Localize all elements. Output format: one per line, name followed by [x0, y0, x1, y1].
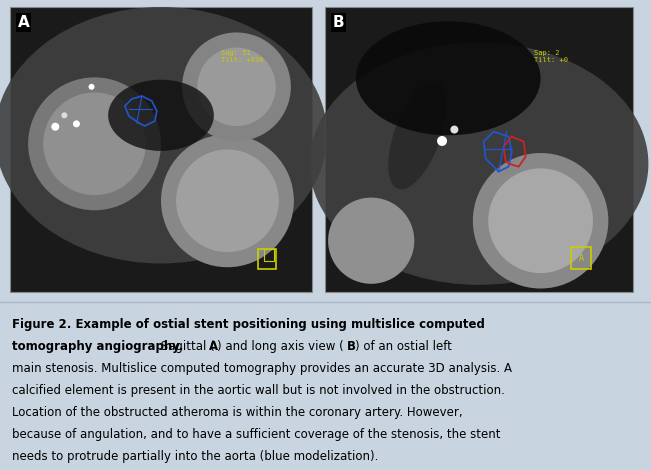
Circle shape [161, 134, 294, 267]
Circle shape [182, 32, 291, 141]
Circle shape [437, 136, 447, 146]
Circle shape [28, 78, 161, 210]
FancyBboxPatch shape [325, 7, 633, 292]
Circle shape [328, 197, 414, 284]
Ellipse shape [310, 43, 648, 285]
Circle shape [89, 84, 94, 90]
FancyBboxPatch shape [10, 7, 312, 292]
Text: A: A [18, 15, 30, 30]
Text: ) and long axis view (: ) and long axis view ( [217, 340, 344, 353]
Circle shape [473, 153, 609, 289]
Text: Sagittal (: Sagittal ( [157, 340, 215, 353]
Text: calcified element is present in the aortic wall but is not involved in the obstr: calcified element is present in the aort… [12, 384, 505, 397]
Text: Sag: 51
Tilt: +036: Sag: 51 Tilt: +036 [221, 50, 264, 63]
Circle shape [450, 125, 458, 133]
Text: Figure 2. Example of ostial stent positioning using multislice computed: Figure 2. Example of ostial stent positi… [12, 318, 485, 331]
Text: Sap: 2
Tilt: +0: Sap: 2 Tilt: +0 [534, 50, 568, 63]
Text: A: A [209, 340, 218, 353]
Text: B: B [333, 15, 344, 30]
Circle shape [61, 112, 67, 118]
Text: ) of an ostial left: ) of an ostial left [355, 340, 452, 353]
Text: B: B [347, 340, 356, 353]
Text: because of angulation, and to have a sufficient coverage of the stenosis, the st: because of angulation, and to have a suf… [12, 428, 501, 441]
Text: main stenosis. Multislice computed tomography provides an accurate 3D analysis. : main stenosis. Multislice computed tomog… [12, 362, 512, 375]
Circle shape [197, 47, 276, 126]
Ellipse shape [356, 21, 540, 135]
Circle shape [43, 93, 146, 195]
Circle shape [51, 123, 59, 131]
Text: Location of the obstructed atheroma is within the coronary artery. However,: Location of the obstructed atheroma is w… [12, 406, 463, 419]
Ellipse shape [0, 7, 327, 264]
Text: A: A [579, 254, 584, 263]
Circle shape [73, 120, 80, 127]
Circle shape [488, 168, 593, 273]
Ellipse shape [388, 81, 447, 189]
Text: tomography angiography.: tomography angiography. [12, 340, 184, 353]
Text: needs to protrude partially into the aorta (blue modelization).: needs to protrude partially into the aor… [12, 450, 378, 463]
Ellipse shape [108, 80, 214, 151]
Circle shape [176, 149, 279, 252]
